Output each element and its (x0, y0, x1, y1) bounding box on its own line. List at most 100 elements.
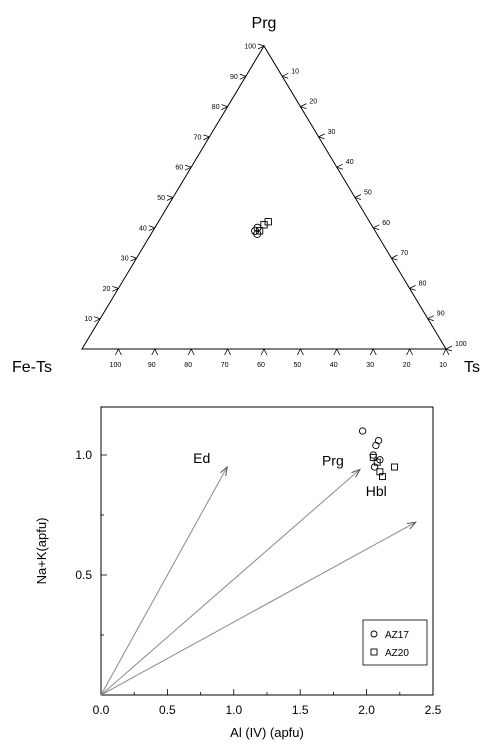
vector-ed (100, 466, 228, 696)
ternary-tick-label: 100 (110, 362, 122, 369)
ternary-tick (154, 348, 159, 356)
ternary-points (251, 218, 272, 238)
ternary-tick-label: 20 (309, 99, 317, 106)
ternary-tick (300, 106, 307, 109)
ternary-tick (263, 348, 268, 356)
ternary-tick-label: 10 (84, 316, 92, 323)
legend: AZ17 AZ20 (362, 619, 428, 666)
ternary-tick (445, 348, 450, 356)
y-tick-label: 0.5 (75, 568, 92, 582)
ternary-tick (409, 348, 413, 356)
point-az20 (391, 463, 398, 471)
ternary-tick (148, 227, 155, 232)
ternary-tick (282, 72, 289, 77)
ternary-tick-label: 70 (194, 134, 202, 141)
ternary-tick-label: 40 (330, 362, 338, 369)
point-az17 (369, 451, 377, 459)
ternary-tick (373, 227, 380, 231)
ternary-tick (94, 318, 101, 323)
ternary-tick (224, 348, 228, 356)
ternary-tick (151, 348, 156, 356)
x-tick-label: 2.5 (425, 703, 442, 717)
ternary-tick (185, 164, 192, 168)
ternary-tick-label: 20 (103, 286, 111, 293)
x-tick-label: 1.5 (292, 703, 309, 717)
x-tick-label: 0.5 (159, 703, 176, 717)
y-tick-label: 1.0 (75, 448, 92, 462)
ternary-tick (409, 285, 416, 289)
ternary-tick (406, 348, 410, 356)
ternary-tick-label: 70 (221, 362, 229, 369)
ternary-tick-label: 50 (364, 190, 372, 197)
ternary-tick (190, 348, 195, 356)
axis-ticks: 0.0 0.5 1.0 1.5 2.0 2.5 0.5 1.0 (75, 448, 441, 717)
ternary-tick (300, 103, 307, 107)
x-tick-label: 0.0 (93, 703, 110, 717)
ternary-tick-label: 100 (455, 341, 467, 348)
ternary-tick (112, 286, 119, 289)
y-axis-label: Na+K(apfu) (34, 518, 49, 585)
legend-label-az17: AZ17 (385, 630, 409, 641)
ternary-tick-label: 90 (230, 74, 238, 81)
ternary-tick-label: 30 (366, 362, 374, 369)
ternary-tick-label: 70 (400, 250, 408, 257)
legend-marker-az17 (370, 630, 378, 638)
ternary-tick (354, 197, 362, 200)
ternary-tick-label: 30 (121, 256, 129, 263)
ternary-tick (239, 75, 246, 80)
vector-arrowhead-ed (220, 465, 228, 476)
legend-label-az20: AZ20 (385, 648, 409, 659)
ternary-tick (257, 45, 265, 50)
ternary-tick (409, 288, 416, 291)
point-az17 (374, 436, 383, 445)
ternary-tick-label: 50 (157, 195, 165, 202)
ternary-tick-label: 100 (244, 44, 256, 51)
ternary-tick-label: 50 (294, 362, 302, 369)
ternary-tick (130, 257, 137, 262)
ternary-tick-label: 60 (382, 220, 390, 227)
ternary-tick-label: 40 (139, 225, 147, 232)
x-axis-label: Al (IV) (apfu) (230, 725, 304, 740)
ternary-tick-label: 30 (328, 129, 336, 136)
ternary-tick-label: 60 (257, 362, 265, 369)
ternary-tick (427, 315, 434, 320)
ternary-tick-label: 80 (419, 280, 427, 287)
ternary-tick (257, 43, 265, 47)
mixing-vectors: Ed Prg Hbl (100, 450, 418, 696)
vertex-label-prg: Prg (252, 15, 277, 32)
point-az20 (379, 473, 386, 481)
ternary-tick (166, 195, 174, 198)
ternary-tick (221, 106, 228, 110)
vector-label-prg: Prg (322, 452, 344, 468)
ternary-diagram: 10 20 30 40 50 60 70 80 90 100 10 20 30 40 50 60 70 80 90 1… (12, 15, 480, 376)
vector-label-ed: Ed (193, 450, 210, 466)
ternary-tick (187, 348, 192, 356)
point-az17 (372, 441, 380, 450)
ternary-tick (427, 318, 434, 322)
ternary-tick (391, 254, 398, 259)
ternary-tick (442, 348, 447, 356)
point-az20 (369, 453, 377, 461)
ternary-tick (203, 134, 210, 138)
ternary-triangle (81, 45, 447, 350)
ternary-tick (297, 348, 301, 356)
ternary-tick (300, 348, 304, 356)
ternary-tick (445, 345, 453, 350)
ternary-tick (373, 224, 380, 229)
ternary-tick (227, 348, 231, 356)
ternary-tick (118, 348, 122, 356)
ternary-tick-label: 40 (346, 159, 354, 166)
ternary-tick (148, 225, 155, 229)
ternary-tick (445, 348, 453, 352)
ternary-tick (318, 136, 325, 140)
point-az20 (373, 458, 381, 466)
vector-prg (100, 469, 361, 696)
ternary-tick (115, 348, 119, 356)
ternary-tick-label: 80 (212, 104, 220, 111)
vector-hbl (100, 521, 416, 696)
ternary-tick (130, 255, 137, 259)
ternary-tick (372, 348, 377, 356)
ternary-point-az20 (255, 227, 264, 235)
ternary-tick (94, 316, 101, 320)
